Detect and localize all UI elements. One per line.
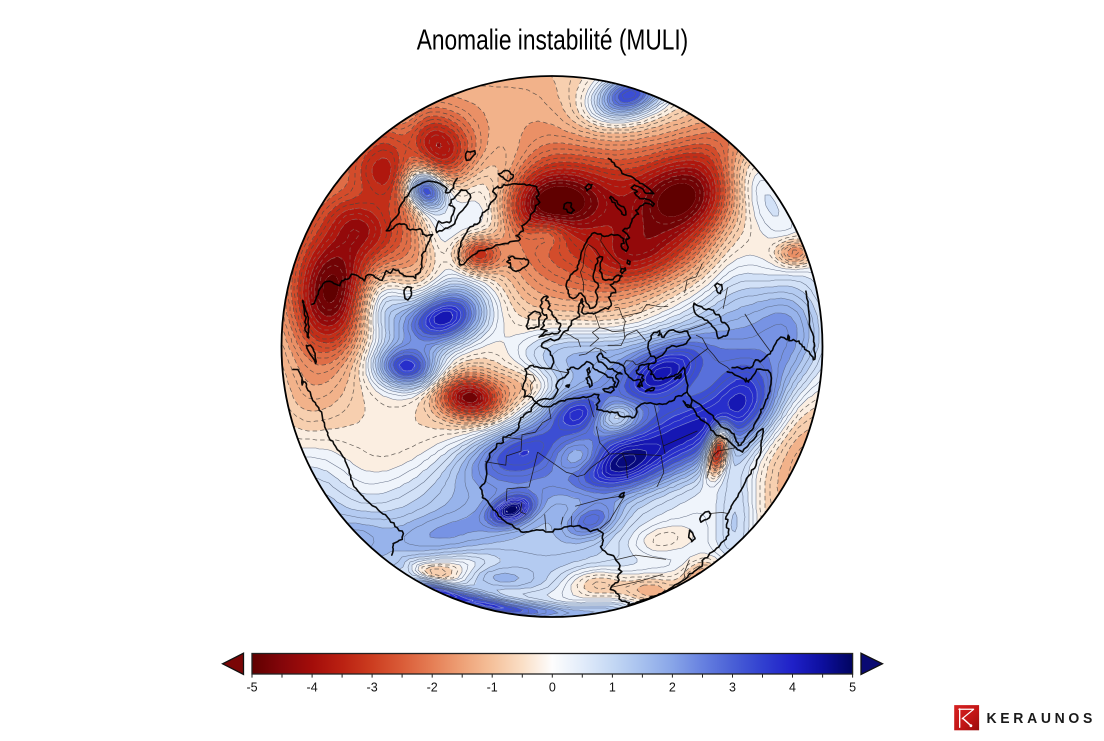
svg-text:-5: -5: [246, 681, 257, 695]
svg-text:3: 3: [729, 681, 736, 695]
svg-text:KERAUNOS: KERAUNOS: [987, 710, 1097, 727]
svg-text:1: 1: [609, 681, 616, 695]
svg-text:-2: -2: [427, 681, 438, 695]
svg-text:4: 4: [789, 681, 796, 695]
svg-text:-1: -1: [487, 681, 498, 695]
svg-text:2: 2: [669, 681, 676, 695]
svg-text:5: 5: [849, 681, 856, 695]
svg-text:-4: -4: [307, 681, 318, 695]
svg-text:0: 0: [549, 681, 556, 695]
svg-text:Anomalie instabilité (MULI): Anomalie instabilité (MULI): [417, 24, 689, 56]
svg-text:-3: -3: [367, 681, 378, 695]
